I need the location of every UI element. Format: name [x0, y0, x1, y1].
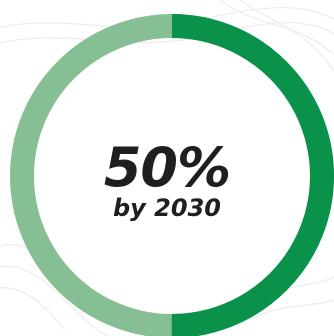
- progress-sub-label: by 2030: [113, 194, 221, 222]
- progress-ring-fill: [10, 14, 334, 336]
- progress-center-label: 50% by 2030: [0, 136, 334, 223]
- progress-value: 50%: [103, 136, 231, 199]
